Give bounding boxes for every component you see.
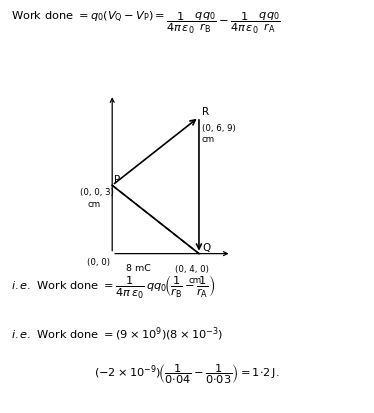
Text: (0, 4, 0): (0, 4, 0): [175, 264, 208, 273]
Text: $\dfrac{1}{4\pi\,\epsilon_0}\dfrac{qq_0}{r_{\rm B}} - \dfrac{1}{4\pi\,\epsilon_0: $\dfrac{1}{4\pi\,\epsilon_0}\dfrac{qq_0}…: [166, 10, 281, 36]
Text: (0, 0): (0, 0): [88, 257, 110, 266]
Text: Q: Q: [202, 242, 210, 252]
Text: $(-2\times10^{-9})\!\left(\dfrac{1}{0{\cdot}04} - \dfrac{1}{0{\cdot}03}\right) =: $(-2\times10^{-9})\!\left(\dfrac{1}{0{\c…: [94, 361, 279, 385]
Text: P: P: [114, 175, 120, 185]
Text: cm: cm: [88, 199, 101, 209]
Text: $i.e.$ Work done $= (9\times10^9)(8\times10^{-3})$: $i.e.$ Work done $= (9\times10^9)(8\time…: [11, 324, 223, 342]
Text: (0, 6, 9): (0, 6, 9): [202, 124, 236, 133]
Text: $i.e.$ Work done $= \dfrac{1}{4\pi\,\epsilon_0}\,qq_0\!\left(\dfrac{1}{r_{\rm B}: $i.e.$ Work done $= \dfrac{1}{4\pi\,\eps…: [11, 273, 215, 299]
Text: cm: cm: [188, 275, 202, 285]
Text: (0, 0, 3): (0, 0, 3): [80, 188, 114, 197]
Text: Work done $= q_0(V_{\rm Q}-V_{\rm P})=$: Work done $= q_0(V_{\rm Q}-V_{\rm P})=$: [11, 10, 165, 25]
Text: 8 mC: 8 mC: [126, 263, 151, 272]
Text: cm: cm: [202, 134, 215, 143]
Text: R: R: [202, 107, 209, 116]
